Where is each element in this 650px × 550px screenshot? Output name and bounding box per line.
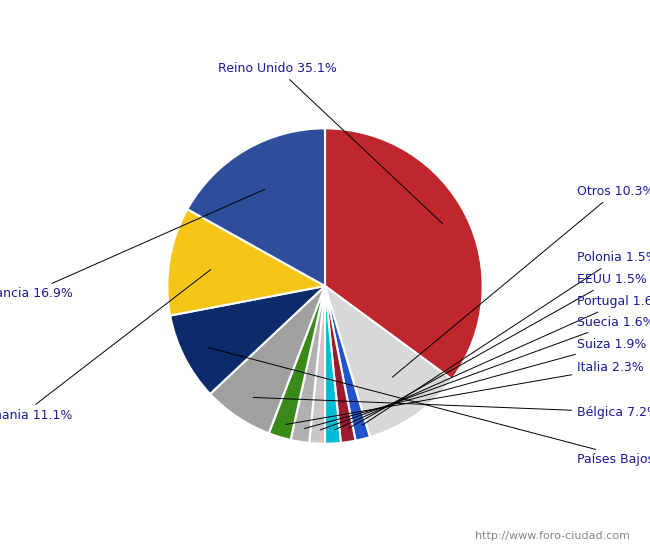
Wedge shape [325,286,356,443]
Wedge shape [167,209,325,316]
Wedge shape [325,286,370,441]
Text: http://www.foro-ciudad.com: http://www.foro-ciudad.com [476,531,630,541]
Text: Órgiva - Turistas extranjeros según país - Agosto de 2024: Órgiva - Turistas extranjeros según país… [94,16,556,34]
Text: Países Bajos 9.0%: Países Bajos 9.0% [208,348,650,466]
Wedge shape [269,286,325,440]
Text: Bélgica 7.2%: Bélgica 7.2% [253,398,650,419]
Wedge shape [210,286,325,433]
Wedge shape [325,286,452,437]
Wedge shape [187,128,325,286]
Text: Reino Unido 35.1%: Reino Unido 35.1% [218,62,443,224]
Text: Suecia 1.6%: Suecia 1.6% [320,316,650,430]
Text: Portugal 1.6%: Portugal 1.6% [335,295,650,430]
Text: Otros 10.3%: Otros 10.3% [393,185,650,377]
Text: EEUU 1.5%: EEUU 1.5% [349,273,647,428]
Wedge shape [291,286,325,443]
Text: Polonia 1.5%: Polonia 1.5% [362,251,650,425]
Wedge shape [325,286,341,444]
Text: Francia 16.9%: Francia 16.9% [0,189,265,300]
Text: Italia 2.3%: Italia 2.3% [286,361,644,425]
Wedge shape [325,128,483,380]
Wedge shape [170,286,325,394]
Text: Suiza 1.9%: Suiza 1.9% [305,338,647,428]
Wedge shape [309,286,325,444]
Text: Alemania 11.1%: Alemania 11.1% [0,270,211,422]
